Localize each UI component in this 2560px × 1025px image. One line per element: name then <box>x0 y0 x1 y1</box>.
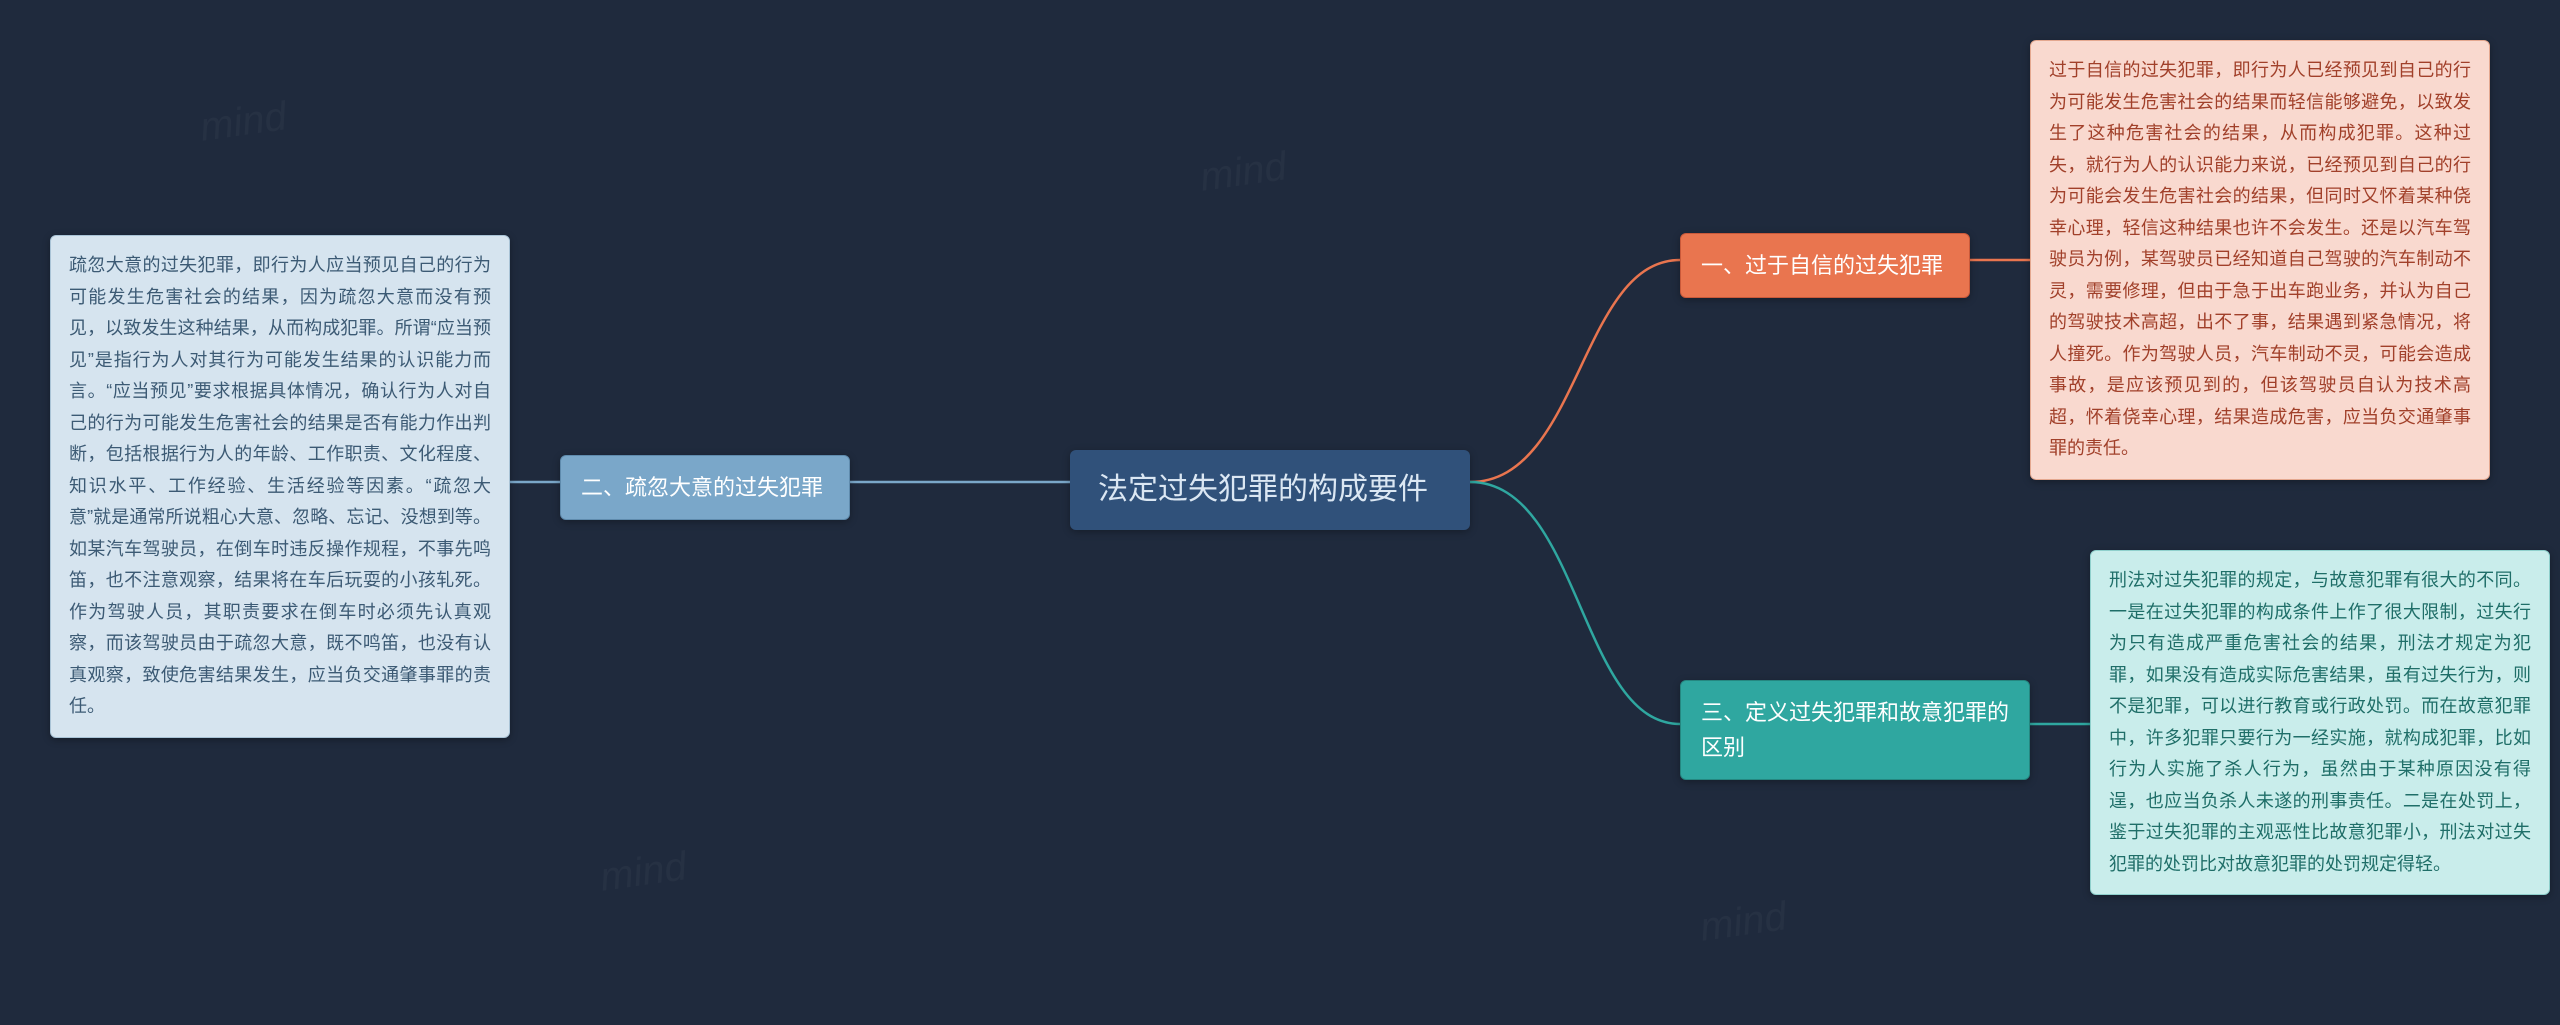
center-node[interactable]: 法定过失犯罪的构成要件 <box>1070 450 1470 530</box>
watermark: mind <box>1197 144 1289 201</box>
center-label: 法定过失犯罪的构成要件 <box>1098 473 1428 506</box>
detail-node-negligence: 疏忽大意的过失犯罪，即行为人应当预见自己的行为可能发生危害社会的结果，因为疏忽大… <box>50 235 510 738</box>
branch-node-difference[interactable]: 三、定义过失犯罪和故意犯罪的区别 <box>1680 680 2030 780</box>
branch-label: 一、过于自信的过失犯罪 <box>1701 253 1943 278</box>
watermark: mind <box>597 844 689 901</box>
detail-text: 刑法对过失犯罪的规定，与故意犯罪有很大的不同。一是在过失犯罪的构成条件上作了很大… <box>2109 570 2531 874</box>
detail-node-overconfidence: 过于自信的过失犯罪，即行为人已经预见到自己的行为可能发生危害社会的结果而轻信能够… <box>2030 40 2490 480</box>
detail-node-difference: 刑法对过失犯罪的规定，与故意犯罪有很大的不同。一是在过失犯罪的构成条件上作了很大… <box>2090 550 2550 895</box>
watermark: mind <box>197 94 289 151</box>
detail-text: 疏忽大意的过失犯罪，即行为人应当预见自己的行为可能发生危害社会的结果，因为疏忽大… <box>69 255 491 716</box>
detail-text: 过于自信的过失犯罪，即行为人已经预见到自己的行为可能发生危害社会的结果而轻信能够… <box>2049 60 2471 458</box>
watermark: mind <box>1697 894 1789 951</box>
branch-label: 二、疏忽大意的过失犯罪 <box>581 475 823 500</box>
branch-node-negligence[interactable]: 二、疏忽大意的过失犯罪 <box>560 455 850 520</box>
branch-node-overconfidence[interactable]: 一、过于自信的过失犯罪 <box>1680 233 1970 298</box>
branch-label: 三、定义过失犯罪和故意犯罪的区别 <box>1701 700 2009 760</box>
